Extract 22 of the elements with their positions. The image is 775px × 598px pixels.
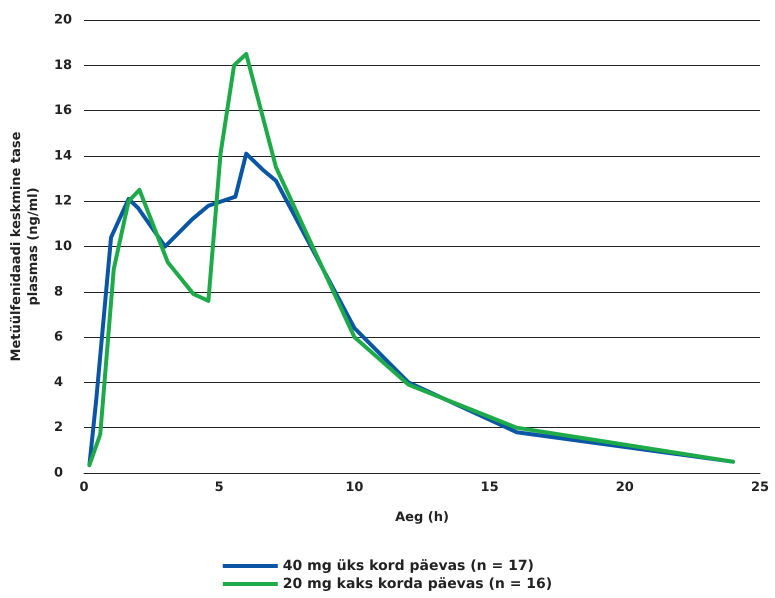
- y-tick-label: 10: [54, 239, 72, 254]
- y-tick-label: 20: [54, 12, 72, 28]
- y-tick-label: 0: [54, 466, 64, 480]
- y-tick-label: 18: [54, 58, 72, 73]
- x-tick-label: 5: [214, 480, 224, 495]
- x-tick-label: 25: [750, 480, 770, 495]
- x-axis-title: Aeg (h): [395, 510, 449, 525]
- y-tick-label: 14: [54, 148, 72, 164]
- y-tick-label: 2: [54, 420, 64, 436]
- x-tick-label: 20: [616, 480, 634, 495]
- x-tick-label: 15: [480, 480, 499, 495]
- x-tick-label: 10: [345, 480, 364, 495]
- y-tick-label: 12: [54, 194, 72, 209]
- y-tick-label: 8: [54, 284, 64, 300]
- y-tick-label: 4: [54, 374, 64, 390]
- legend-label: 20 mg kaks korda päevas (n = 16): [282, 576, 552, 592]
- x-tick-label: 0: [79, 480, 89, 495]
- line-series: [87, 52, 735, 468]
- y-tick-label: 6: [54, 330, 64, 345]
- y-axis-title: Metüülfenidaadi keskmine tase plasmas (ng/ml): [9, 131, 41, 362]
- legend-label: 40 mg üks kord päevas (n = 17): [282, 558, 534, 574]
- y-tick-label: 16: [54, 103, 72, 118]
